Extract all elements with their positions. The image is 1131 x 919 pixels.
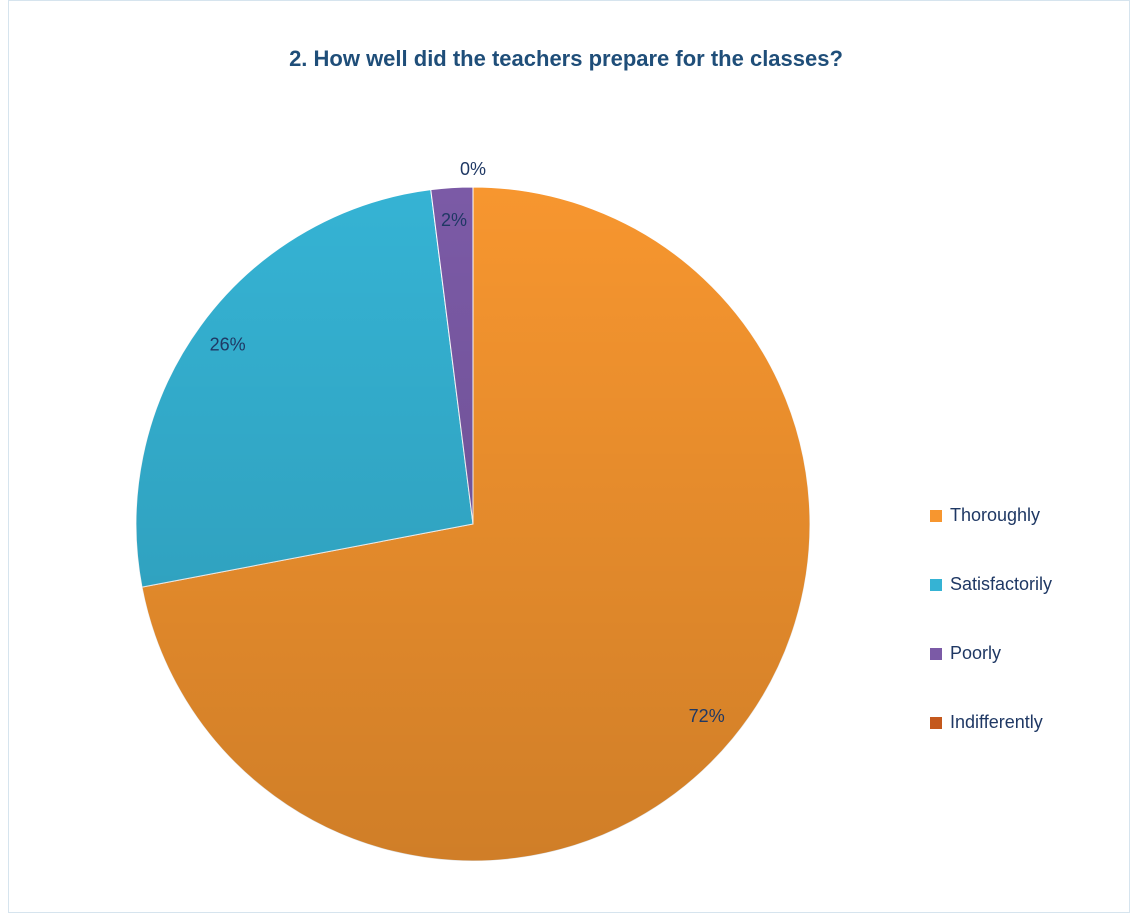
legend-swatch bbox=[930, 717, 942, 729]
legend-swatch bbox=[930, 648, 942, 660]
data-label: 0% bbox=[460, 159, 486, 179]
legend-swatch bbox=[930, 510, 942, 522]
data-label: 26% bbox=[210, 334, 246, 354]
chart-title: 2. How well did the teachers prepare for… bbox=[289, 46, 843, 71]
legend-label: Satisfactorily bbox=[950, 574, 1052, 594]
legend-label: Thoroughly bbox=[950, 505, 1040, 525]
legend-label: Poorly bbox=[950, 643, 1001, 663]
data-label: 2% bbox=[441, 210, 467, 230]
legend-swatch bbox=[930, 579, 942, 591]
legend-label: Indifferently bbox=[950, 712, 1043, 732]
data-label: 72% bbox=[689, 706, 725, 726]
